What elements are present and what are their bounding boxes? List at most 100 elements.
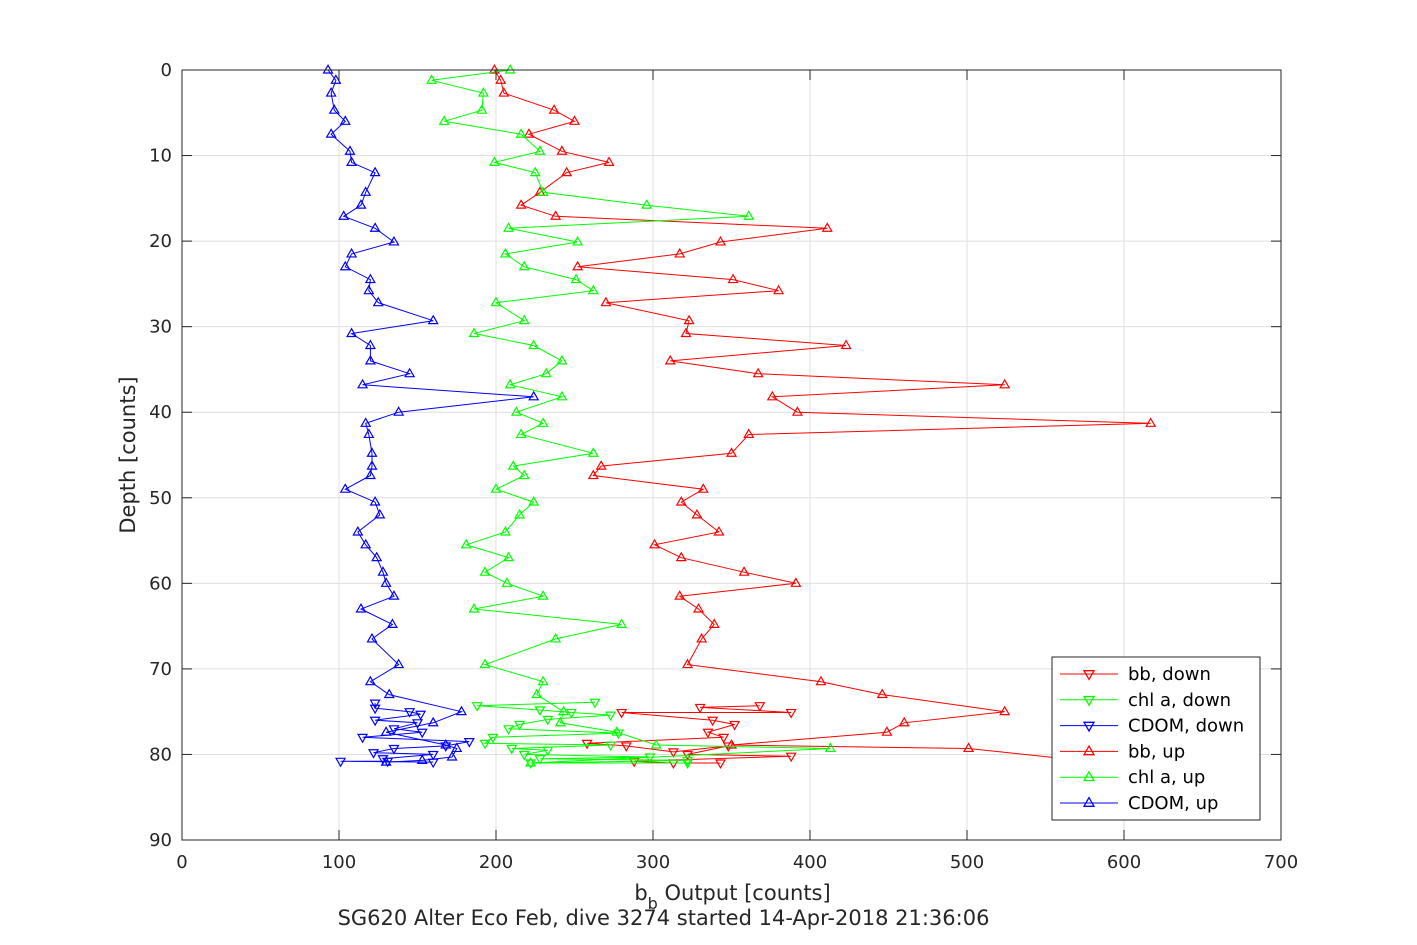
data-point <box>696 632 708 643</box>
data-point <box>490 296 502 307</box>
data-point <box>415 710 427 721</box>
data-point <box>427 716 439 727</box>
legend-label: bb, up <box>1128 741 1185 762</box>
data-point <box>476 104 488 114</box>
data-point <box>357 733 369 744</box>
x-tick-label: 300 <box>636 852 670 873</box>
data-point <box>388 744 400 755</box>
data-point <box>495 74 507 84</box>
data-point <box>369 166 381 177</box>
data-point <box>766 390 778 401</box>
legend-swatch-marker <box>1082 744 1096 756</box>
data-point <box>587 284 599 295</box>
series-bb-up <box>488 63 1157 767</box>
data-point <box>605 741 617 752</box>
data-point <box>702 728 714 739</box>
data-point <box>455 705 467 716</box>
series-line <box>493 69 1151 764</box>
data-point <box>708 618 720 628</box>
data-point <box>542 715 554 726</box>
data-point <box>515 199 527 209</box>
data-point <box>364 273 376 284</box>
y-tick-label: 80 <box>149 744 172 765</box>
data-point <box>352 525 364 536</box>
data-point <box>680 327 692 338</box>
x-axis-label-rest: Output [counts] <box>658 881 831 905</box>
data-point <box>589 698 601 709</box>
data-point <box>328 104 340 114</box>
data-point <box>534 755 546 765</box>
x-tick-label: 200 <box>479 852 513 873</box>
data-point <box>416 728 428 739</box>
data-point <box>471 702 483 712</box>
data-point <box>713 525 725 536</box>
axes-frame <box>181 69 1282 841</box>
data-point <box>600 296 612 307</box>
data-point <box>388 235 400 246</box>
data-point <box>881 726 893 736</box>
data-point <box>556 354 568 365</box>
y-tick-label: 30 <box>149 317 172 338</box>
legend-box <box>1051 656 1261 821</box>
data-point <box>529 166 541 177</box>
axis-ticks: 0 100 200 300 400 500 600 700 0 10 20 30 40 50 60 70 80 9… <box>149 60 1298 873</box>
data-point <box>694 703 706 714</box>
data-point <box>477 87 489 97</box>
data-point <box>446 750 458 761</box>
data-point <box>339 115 351 125</box>
data-point <box>550 632 562 643</box>
data-point <box>537 186 549 196</box>
data-point <box>488 63 500 74</box>
data-point <box>691 508 703 519</box>
data-point <box>999 378 1011 389</box>
data-point <box>479 658 491 669</box>
data-point <box>355 602 367 613</box>
data-point <box>556 145 568 155</box>
data-point <box>738 566 750 576</box>
data-point <box>503 725 515 735</box>
series-line <box>587 705 792 764</box>
data-point <box>674 590 686 600</box>
data-point <box>824 742 836 753</box>
data-point <box>506 744 518 755</box>
data-point <box>649 538 661 549</box>
data-point <box>335 757 347 768</box>
data-point <box>840 339 852 350</box>
data-point <box>682 756 694 767</box>
legend-swatch-marker <box>1082 721 1096 733</box>
data-point <box>570 273 582 284</box>
data-point <box>725 738 738 749</box>
data-point <box>479 739 491 750</box>
data-point <box>682 658 694 669</box>
data-point <box>534 145 546 155</box>
data-point <box>550 210 562 220</box>
data-point <box>725 447 738 457</box>
series-cdom-up <box>322 63 540 766</box>
data-point <box>595 460 607 470</box>
legend: bb, down chl a, down CDOM, down bb, up chl a… <box>1051 656 1261 821</box>
data-point <box>440 742 452 752</box>
data-point <box>821 222 833 232</box>
series-chl-a-down <box>471 698 694 770</box>
data-point <box>346 247 358 258</box>
data-point <box>785 708 797 719</box>
data-point <box>898 716 910 727</box>
x-tick-label: 400 <box>793 852 827 873</box>
data-point <box>499 247 511 258</box>
data-point <box>518 314 530 325</box>
data-point <box>346 327 358 338</box>
data-point <box>479 566 491 576</box>
data-point <box>416 754 428 765</box>
data-point <box>411 719 424 729</box>
data-point <box>380 756 392 766</box>
data-point <box>364 469 376 480</box>
data-point <box>427 314 439 325</box>
data-point <box>371 551 383 562</box>
data-point <box>667 748 679 758</box>
x-axis-label-subscript: b <box>648 894 658 913</box>
data-point <box>344 145 356 155</box>
data-point <box>504 378 516 389</box>
data-point <box>383 688 395 699</box>
data-point <box>1145 417 1157 427</box>
